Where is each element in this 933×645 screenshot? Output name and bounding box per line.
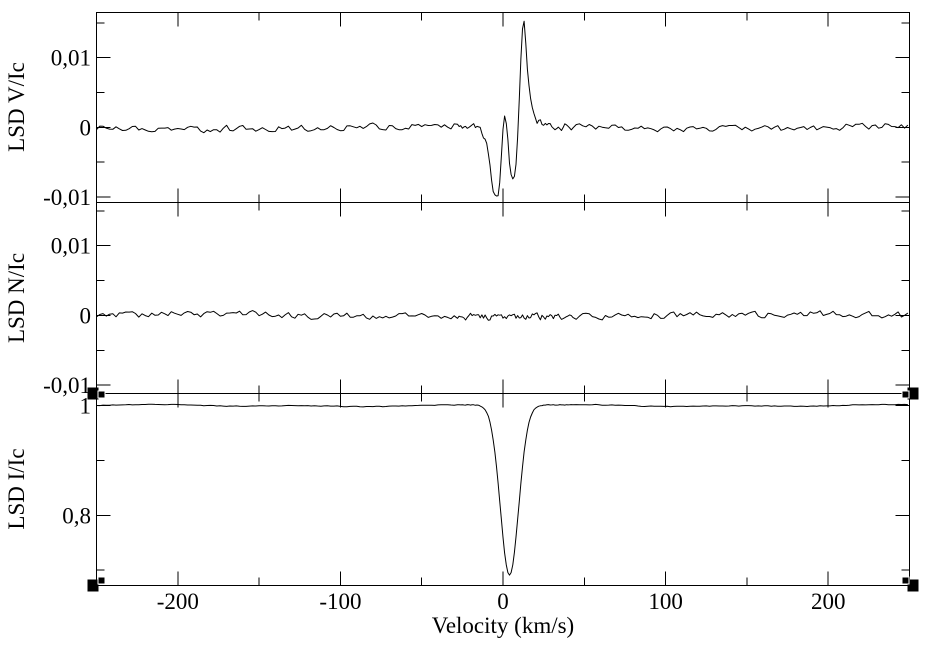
- y-axis-title-i: LSD I/Ic: [4, 448, 29, 529]
- y-tick-label: 1: [80, 394, 92, 419]
- x-tick-label: 200: [811, 589, 846, 614]
- panel-frame-null-n: [96, 202, 910, 394]
- y-tick-label: -0,01: [43, 373, 91, 398]
- y-tick-label: 0,01: [51, 234, 91, 259]
- series-line-stokes-v: [96, 20, 909, 197]
- x-tick-label: -200: [157, 589, 199, 614]
- selection-handle[interactable]: [98, 577, 105, 584]
- y-tick-label: 0,8: [62, 503, 91, 528]
- y-axis-title-v: LSD V/Ic: [4, 62, 29, 152]
- selection-handle[interactable]: [87, 387, 99, 400]
- x-tick-label: -100: [319, 589, 361, 614]
- series-line-null-n: [96, 310, 909, 321]
- selection-handle[interactable]: [902, 391, 909, 398]
- y-axis-title-n: LSD N/Ic: [4, 253, 29, 343]
- x-tick-label: 0: [497, 589, 509, 614]
- panel-frame-stokes-v: [96, 12, 910, 203]
- selection-handle[interactable]: [907, 579, 919, 592]
- y-tick-label: 0,01: [51, 46, 91, 71]
- selection-handle[interactable]: [98, 391, 105, 398]
- y-tick-label: -0,01: [43, 185, 91, 210]
- y-tick-label: 0: [80, 303, 92, 328]
- x-tick-label: 100: [648, 589, 683, 614]
- series-line-stokes-i: [96, 403, 908, 576]
- panel-frame-stokes-i: [96, 393, 910, 586]
- selection-handle[interactable]: [902, 577, 909, 584]
- x-axis-title: Velocity (km/s): [432, 613, 574, 638]
- selection-handle[interactable]: [907, 387, 919, 400]
- y-tick-label: 0: [80, 115, 92, 140]
- selection-handle[interactable]: [87, 579, 99, 592]
